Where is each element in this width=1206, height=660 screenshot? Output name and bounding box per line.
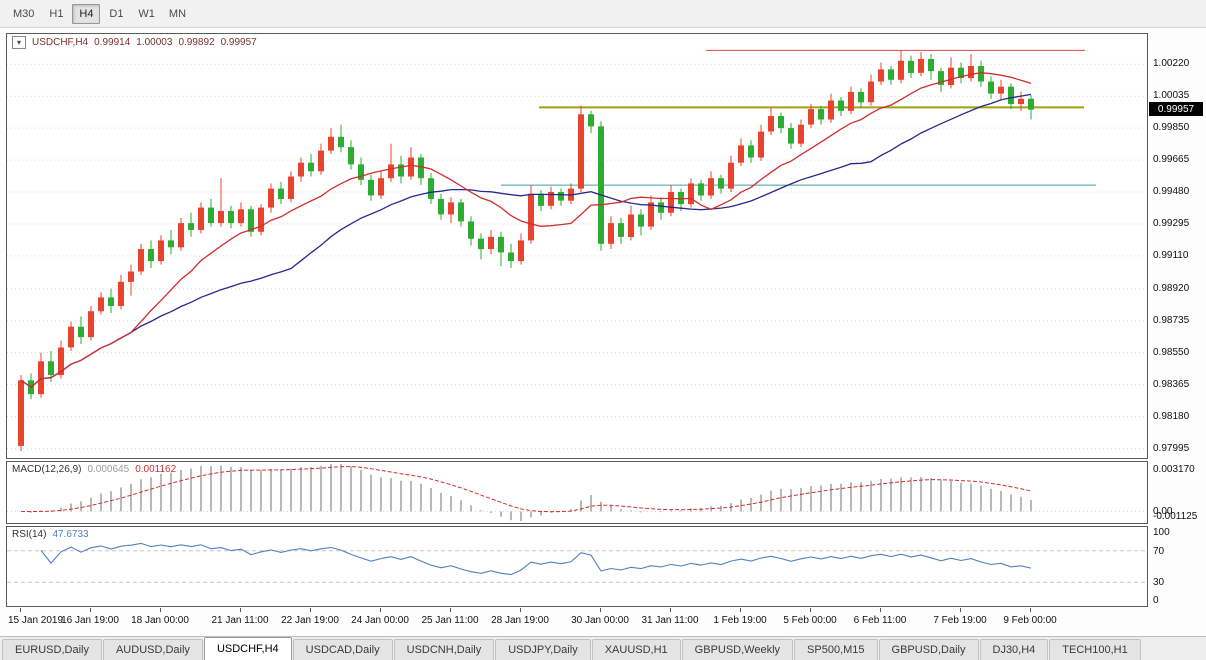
rsi-indicator-panel[interactable]: RSI(14) 47.6733 <box>6 526 1148 607</box>
time-axis-tick <box>520 608 521 612</box>
price-gridlines <box>7 63 1147 449</box>
time-axis-tick <box>450 608 451 612</box>
rsi-line <box>40 542 1032 576</box>
time-axis-label: 28 Jan 19:00 <box>491 615 549 626</box>
timeframe-button-w1[interactable]: W1 <box>132 4 161 24</box>
chart-tab-sp500-m15[interactable]: SP500,M15 <box>794 639 878 660</box>
time-axis-tick <box>810 608 811 612</box>
macd-axis-label: 0.003170 <box>1153 464 1195 475</box>
chart-tab-xauusd-h1[interactable]: XAUUSD,H1 <box>591 639 681 660</box>
price-axis-label: 0.98550 <box>1153 347 1190 358</box>
chart-tab-gbpusd-daily[interactable]: GBPUSD,Daily <box>878 639 979 660</box>
chart-tab-usdcad-daily[interactable]: USDCAD,Daily <box>292 639 393 660</box>
time-axis-tick <box>90 608 91 612</box>
time-axis-tick <box>160 608 161 612</box>
time-axis-tick <box>600 608 601 612</box>
rsi-axis-label: 100 <box>1153 527 1170 538</box>
time-axis[interactable]: 15 Jan 2019 16 Jan 19:00 18 Jan 00:00 21 Ja… <box>0 608 1206 634</box>
price-axis-label: 1.00035 <box>1153 90 1190 101</box>
time-axis-label: 31 Jan 11:00 <box>641 615 699 626</box>
ma-fast-line <box>20 72 1032 389</box>
time-axis-tick <box>1030 608 1031 612</box>
chart-tab-dj30-h4[interactable]: DJ30,H4 <box>979 639 1049 660</box>
chart-tab-eurusd-daily[interactable]: EURUSD,Daily <box>2 639 102 660</box>
macd-histogram <box>30 464 1032 521</box>
price-chart-canvas[interactable] <box>7 34 1147 458</box>
time-axis-tick <box>310 608 311 612</box>
price-axis[interactable]: 0.99957 1.00220 1.00035 0.99850 0.99665 0.99… <box>1149 33 1206 610</box>
rsi-axis-label: 0 <box>1153 595 1159 606</box>
price-axis-label: 0.98180 <box>1153 411 1190 422</box>
candles <box>18 50 1034 452</box>
timeframe-toolbar: M30 H1 H4 D1 W1 MN <box>0 0 1206 28</box>
time-axis-tick <box>380 608 381 612</box>
price-axis-label: 0.98735 <box>1153 315 1190 326</box>
time-axis-label: 1 Feb 19:00 <box>713 615 767 626</box>
ma-slow-line <box>20 93 1032 389</box>
price-axis-label: 0.97995 <box>1153 443 1190 454</box>
timeframe-button-mn[interactable]: MN <box>163 4 192 24</box>
time-axis-label: 24 Jan 00:00 <box>351 615 409 626</box>
time-axis-tick <box>20 608 21 612</box>
timeframe-button-d1[interactable]: D1 <box>102 4 130 24</box>
time-axis-label: 30 Jan 00:00 <box>571 615 629 626</box>
price-chart-panel[interactable]: ▾ USDCHF,H4 0.99914 1.00003 0.99892 0.99… <box>6 33 1148 459</box>
time-axis-label: 25 Jan 11:00 <box>421 615 479 626</box>
time-axis-label: 21 Jan 11:00 <box>211 615 269 626</box>
chart-tab-audusd-daily[interactable]: AUDUSD,Daily <box>102 639 203 660</box>
price-axis-label: 0.98365 <box>1153 379 1190 390</box>
chart-tab-gbpusd-weekly[interactable]: GBPUSD,Weekly <box>681 639 794 660</box>
time-axis-label: 5 Feb 00:00 <box>783 615 837 626</box>
macd-indicator-panel[interactable]: MACD(12,26,9) 0.000645 0.001162 <box>6 461 1148 524</box>
price-axis-label: 0.99110 <box>1153 250 1189 261</box>
chart-tab-tech100-h1[interactable]: TECH100,H1 <box>1049 639 1141 660</box>
time-axis-tick <box>740 608 741 612</box>
rsi-canvas[interactable] <box>7 527 1147 606</box>
macd-axis-label: 0.00 <box>1153 506 1173 517</box>
chart-tab-usdchf-h4[interactable]: USDCHF,H4 <box>203 637 292 660</box>
price-axis-label: 0.99295 <box>1153 218 1190 229</box>
time-axis-label: 15 Jan 2019 <box>8 615 64 626</box>
chart-tab-usdcnh-daily[interactable]: USDCNH,Daily <box>393 639 495 660</box>
chart-tab-bar: EURUSD,Daily AUDUSD,Daily USDCHF,H4 USDCAD,… <box>0 636 1206 660</box>
price-axis-label: 0.99665 <box>1153 154 1190 165</box>
current-price-badge: 0.99957 <box>1149 102 1203 116</box>
chevron-down-icon: ▾ <box>16 37 21 47</box>
price-axis-label: 0.98920 <box>1153 283 1190 294</box>
rsi-axis-label: 30 <box>1153 577 1165 588</box>
time-axis-label: 22 Jan 19:00 <box>281 615 339 626</box>
macd-canvas[interactable] <box>7 462 1147 523</box>
time-axis-tick <box>670 608 671 612</box>
time-axis-label: 7 Feb 19:00 <box>933 615 987 626</box>
time-axis-tick <box>960 608 961 612</box>
chart-workspace: ▾ USDCHF,H4 0.99914 1.00003 0.99892 0.99… <box>0 28 1206 636</box>
chart-tab-usdjpy-daily[interactable]: USDJPY,Daily <box>495 639 591 660</box>
price-axis-label: 0.99480 <box>1153 186 1190 197</box>
price-axis-label: 1.00220 <box>1153 58 1190 69</box>
timeframe-button-h1[interactable]: H1 <box>42 4 70 24</box>
time-axis-label: 16 Jan 19:00 <box>61 615 119 626</box>
macd-axis-label: -0.001125 <box>1153 511 1198 522</box>
time-axis-tick <box>240 608 241 612</box>
macd-signal-line <box>20 466 1032 513</box>
timeframe-button-m30[interactable]: M30 <box>7 4 40 24</box>
time-axis-tick <box>880 608 881 612</box>
price-axis-label: 0.99850 <box>1153 122 1190 133</box>
time-axis-label: 18 Jan 00:00 <box>131 615 189 626</box>
time-axis-label: 6 Feb 11:00 <box>853 615 907 626</box>
time-axis-label: 9 Feb 00:00 <box>1003 615 1057 626</box>
symbol-dropdown-button[interactable]: ▾ <box>12 36 26 49</box>
timeframe-button-h4[interactable]: H4 <box>72 3 101 24</box>
rsi-axis-label: 70 <box>1153 546 1165 557</box>
